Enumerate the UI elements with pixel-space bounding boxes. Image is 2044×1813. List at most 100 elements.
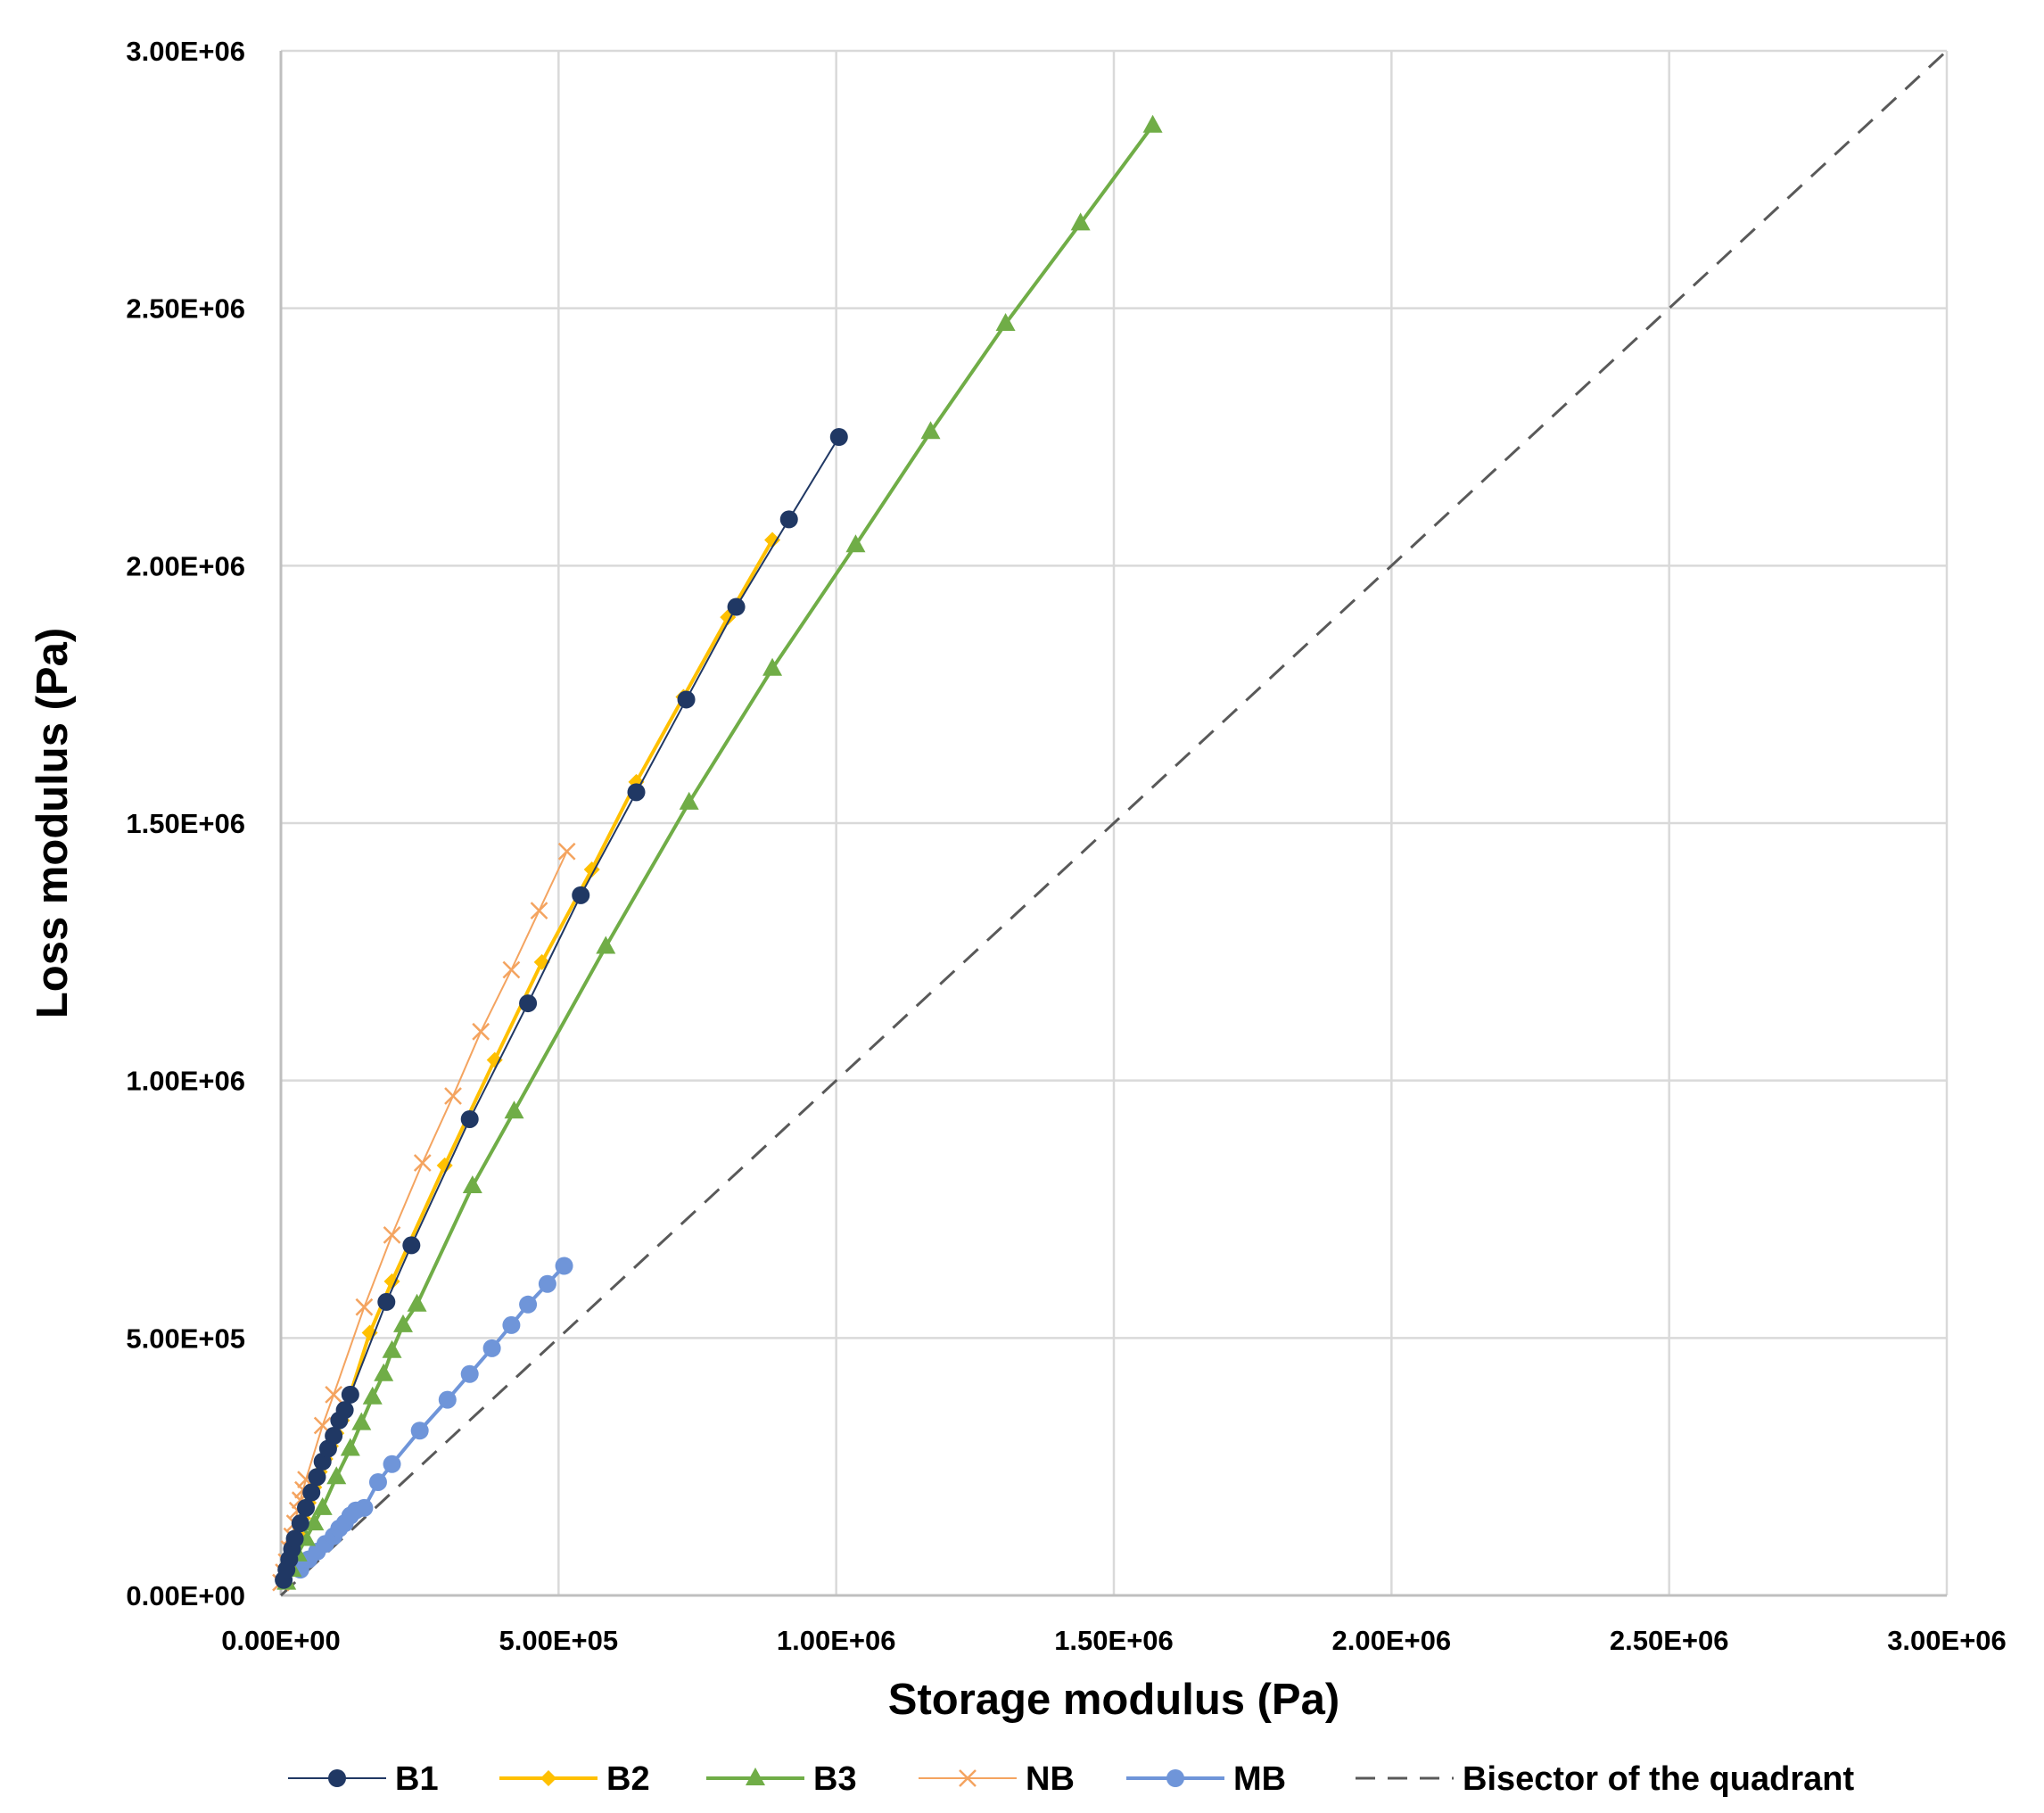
axes bbox=[279, 51, 1947, 1597]
series-nb-point bbox=[502, 960, 521, 979]
series-bisector-of-the-quadrant bbox=[279, 49, 1949, 1597]
series-b1-point bbox=[779, 510, 798, 529]
series-b2-point bbox=[383, 1273, 400, 1290]
series-b3-point bbox=[596, 935, 616, 954]
series-mb bbox=[291, 1257, 573, 1579]
series-b1-point bbox=[302, 1483, 321, 1502]
series-b3-point bbox=[1070, 212, 1091, 231]
x-axis-ticks: 0.00E+00 5.00E+05 1.00E+06 1.50E+06 2.00E+06… bbox=[221, 1625, 2007, 1656]
y-axis-ticks: 0.00E+00 5.00E+05 1.00E+06 1.50E+06 2.00E+06… bbox=[126, 36, 245, 1611]
legend-item-b2: B2 bbox=[499, 1760, 650, 1798]
legend-label: NB bbox=[1026, 1760, 1075, 1798]
series-mb-point bbox=[460, 1364, 479, 1383]
series-mb-point bbox=[502, 1315, 521, 1334]
legend-item-mb: MB bbox=[1126, 1760, 1286, 1798]
y-tick-label: 0.00E+00 bbox=[126, 1580, 245, 1611]
series-b1-point bbox=[297, 1498, 316, 1517]
series-mb-point bbox=[519, 1295, 538, 1314]
series-b1-point bbox=[829, 428, 848, 446]
series-b1-point bbox=[291, 1514, 309, 1533]
series-b3-point bbox=[382, 1339, 402, 1358]
y-tick-label: 2.00E+06 bbox=[126, 550, 245, 581]
series-nb-point bbox=[557, 842, 576, 861]
legend-swatch-marker bbox=[328, 1769, 346, 1787]
legend-label: B3 bbox=[813, 1760, 857, 1798]
series-b1-point bbox=[727, 597, 746, 616]
series-mb-point bbox=[438, 1390, 457, 1409]
legend-swatch-marker bbox=[959, 1769, 977, 1787]
series-mb-point bbox=[538, 1274, 556, 1293]
series-b1-point bbox=[377, 1292, 396, 1311]
series-group bbox=[272, 49, 1949, 1597]
series-b3-point bbox=[326, 1466, 347, 1485]
x-tick-label: 2.00E+06 bbox=[1332, 1625, 1452, 1656]
series-b2-point bbox=[436, 1157, 453, 1174]
series-b1-point bbox=[460, 1109, 479, 1128]
x-tick-label: 3.00E+06 bbox=[1887, 1625, 2007, 1656]
series-b3-point bbox=[392, 1314, 413, 1332]
legend-label: Bisector of the quadrant bbox=[1463, 1760, 1854, 1798]
y-tick-label: 1.00E+06 bbox=[126, 1066, 245, 1097]
series-b1-point bbox=[285, 1529, 304, 1548]
series-b1-point bbox=[402, 1236, 421, 1255]
series-mb-point bbox=[482, 1339, 501, 1357]
series-b3-point bbox=[351, 1412, 372, 1430]
x-tick-label: 1.50E+06 bbox=[1054, 1625, 1174, 1656]
series-b3-point bbox=[1142, 114, 1163, 133]
series-b3-point bbox=[920, 421, 941, 440]
series-nb-point bbox=[383, 1225, 401, 1244]
series-bisector-of-the-quadrant-line bbox=[279, 49, 1949, 1597]
series-b1-point bbox=[572, 886, 590, 904]
series-nb-point bbox=[472, 1022, 490, 1041]
series-b3-point bbox=[462, 1175, 482, 1194]
y-tick-label: 2.50E+06 bbox=[126, 293, 245, 325]
legend-item-b3: B3 bbox=[706, 1760, 857, 1798]
series-mb-point bbox=[368, 1472, 387, 1491]
series-b3-point bbox=[504, 1100, 524, 1119]
y-tick-label: 5.00E+05 bbox=[126, 1323, 245, 1354]
series-mb-point bbox=[383, 1455, 401, 1473]
series-b3-point bbox=[679, 791, 699, 810]
series-b1-point bbox=[519, 994, 538, 1013]
series-b3-point bbox=[374, 1363, 394, 1381]
series-b1-point bbox=[627, 783, 646, 802]
series-b3-point bbox=[304, 1512, 325, 1531]
legend-label: MB bbox=[1233, 1760, 1286, 1798]
legend-swatch-marker bbox=[1166, 1769, 1184, 1787]
series-b1 bbox=[275, 428, 848, 1589]
series-b1-point bbox=[335, 1401, 354, 1420]
series-b3-point bbox=[362, 1386, 383, 1405]
x-tick-label: 2.50E+06 bbox=[1610, 1625, 1729, 1656]
series-nb-point bbox=[444, 1087, 462, 1105]
y-axis-title: Loss modulus (Pa) bbox=[29, 628, 77, 1018]
legend-item-nb: NB bbox=[919, 1760, 1075, 1798]
legend-label: B1 bbox=[395, 1760, 439, 1798]
series-b1-point bbox=[308, 1468, 326, 1487]
series-nb-point bbox=[413, 1154, 432, 1172]
series-b2-point bbox=[486, 1051, 503, 1068]
legend-swatch-marker bbox=[746, 1768, 765, 1785]
series-b1-point bbox=[677, 690, 696, 709]
series-mb-point bbox=[410, 1422, 429, 1440]
legend-item-b1: B1 bbox=[288, 1760, 439, 1798]
series-b1-point bbox=[341, 1385, 359, 1404]
x-tick-label: 5.00E+05 bbox=[499, 1625, 619, 1656]
series-nb-point bbox=[355, 1298, 374, 1316]
series-mb-point bbox=[555, 1257, 573, 1275]
y-tick-label: 3.00E+06 bbox=[126, 36, 245, 67]
x-axis-title: Storage modulus (Pa) bbox=[888, 1676, 1339, 1724]
x-tick-label: 1.00E+06 bbox=[777, 1625, 896, 1656]
legend: B1 B2 B3 NB MB Bisector of the quadrant bbox=[288, 1760, 1854, 1798]
series-b3-point bbox=[340, 1438, 360, 1456]
series-b3-point bbox=[762, 657, 783, 676]
series-b3-point bbox=[845, 534, 866, 553]
series-mb-point bbox=[355, 1498, 374, 1517]
series-nb-point bbox=[325, 1385, 343, 1404]
legend-label: B2 bbox=[606, 1760, 650, 1798]
y-tick-label: 1.50E+06 bbox=[126, 808, 245, 839]
series-b1-point bbox=[325, 1427, 343, 1446]
series-b3-point bbox=[995, 312, 1016, 331]
legend-swatch-marker bbox=[540, 1770, 556, 1786]
